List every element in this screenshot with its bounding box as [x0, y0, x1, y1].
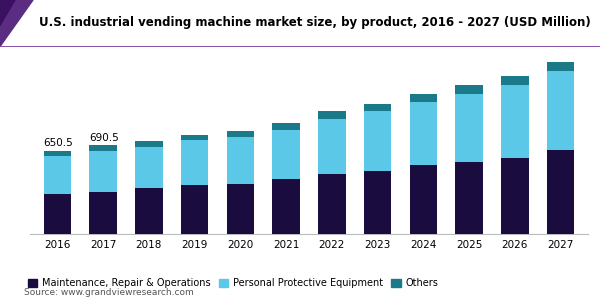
Bar — [455, 94, 483, 162]
Bar — [89, 151, 117, 192]
Legend: Maintenance, Repair & Operations, Personal Protective Equipment, Others: Maintenance, Repair & Operations, Person… — [24, 274, 442, 292]
Bar — [44, 194, 71, 234]
Bar — [410, 102, 437, 165]
Text: 650.5: 650.5 — [44, 138, 73, 148]
Bar — [501, 85, 529, 158]
Bar — [547, 150, 574, 234]
Bar — [318, 112, 346, 118]
Bar — [181, 184, 208, 234]
Bar — [455, 162, 483, 234]
Bar — [318, 118, 346, 174]
Bar — [135, 188, 163, 234]
Bar — [318, 174, 346, 234]
Bar — [44, 151, 71, 156]
Bar — [89, 146, 117, 151]
Bar — [272, 130, 300, 179]
Bar — [364, 112, 391, 170]
Bar — [501, 158, 529, 234]
Bar — [272, 123, 300, 130]
Bar — [364, 104, 391, 112]
Bar — [89, 192, 117, 234]
Bar — [135, 141, 163, 147]
Bar — [181, 140, 208, 184]
Polygon shape — [0, 0, 33, 46]
Bar — [227, 184, 254, 234]
Text: Source: www.grandviewresearch.com: Source: www.grandviewresearch.com — [24, 288, 194, 297]
Bar — [227, 131, 254, 137]
Bar — [547, 62, 574, 71]
Polygon shape — [0, 0, 15, 26]
Bar — [181, 135, 208, 140]
Bar — [135, 147, 163, 188]
Text: U.S. industrial vending machine market size, by product, 2016 - 2027 (USD Millio: U.S. industrial vending machine market s… — [39, 16, 591, 29]
Bar — [44, 156, 71, 194]
Bar — [547, 71, 574, 150]
Bar — [272, 179, 300, 234]
Text: 690.5: 690.5 — [89, 133, 119, 143]
Bar — [501, 76, 529, 85]
Bar — [227, 137, 254, 184]
Bar — [455, 85, 483, 94]
Bar — [410, 165, 437, 234]
Bar — [364, 170, 391, 234]
Bar — [410, 94, 437, 102]
